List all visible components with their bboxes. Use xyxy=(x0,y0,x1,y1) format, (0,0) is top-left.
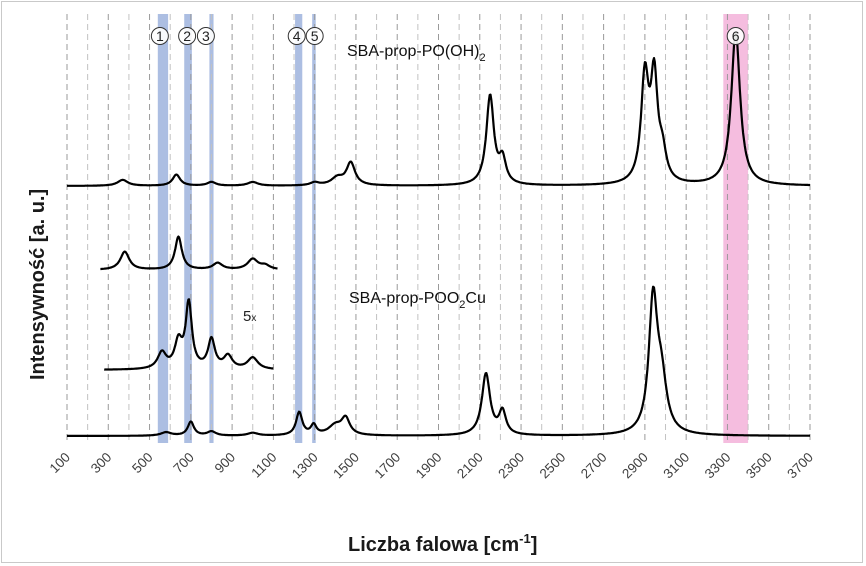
x-tick-label: 300 xyxy=(88,450,115,477)
x-tick-label: 3500 xyxy=(743,450,775,482)
band-marker-3: 3 xyxy=(196,27,215,45)
svg-text:3: 3 xyxy=(202,28,210,44)
y-axis-title: Intensywność [a. u.] xyxy=(27,189,49,380)
svg-text:6: 6 xyxy=(732,28,740,44)
x-tick-label: 1700 xyxy=(371,450,403,482)
svg-text:1: 1 xyxy=(156,28,164,44)
x-tick-label: 1100 xyxy=(248,450,279,481)
x-tick-label: 3700 xyxy=(784,450,816,482)
x-tick-label: 2700 xyxy=(578,450,610,482)
x-tick-label: 100 xyxy=(47,450,74,477)
x-tick-label: 2100 xyxy=(454,450,486,482)
highlight-band-4 xyxy=(295,14,303,443)
spectrum-traces xyxy=(66,31,811,437)
svg-text:5: 5 xyxy=(311,28,319,44)
svg-text:2: 2 xyxy=(183,28,191,44)
x-tick-label: 500 xyxy=(129,450,156,477)
x-tick-label: 1900 xyxy=(413,450,445,482)
band-marker-5: 5 xyxy=(305,27,324,45)
x-tick-label: 2500 xyxy=(537,450,569,482)
inset-line-po-oh2 xyxy=(100,235,278,271)
highlight-bands xyxy=(157,14,749,443)
band-marker-4: 4 xyxy=(287,27,306,45)
highlight-band-2 xyxy=(184,14,192,443)
series-label-poo2cu: SBA-prop-POO2Cu xyxy=(349,290,486,311)
x-tick-label: 1300 xyxy=(289,450,321,482)
x-tick-label: 2300 xyxy=(495,450,527,482)
x-tick-label: 1500 xyxy=(330,450,362,482)
highlight-band-1 xyxy=(157,14,169,443)
series-label-po-oh2: SBA-prop-PO(OH)2 xyxy=(347,43,486,64)
magnification-label: 5x xyxy=(243,308,256,325)
highlight-band-5 xyxy=(312,14,316,443)
series-line-po-oh2 xyxy=(66,31,811,187)
band-marker-2: 2 xyxy=(178,27,197,45)
band-marker-1: 1 xyxy=(150,27,169,45)
svg-text:4: 4 xyxy=(293,28,301,44)
x-tick-label: 2900 xyxy=(619,450,651,482)
x-tick-label: 3100 xyxy=(660,450,692,482)
x-tick-label: 900 xyxy=(212,450,239,477)
x-tick-label: 3300 xyxy=(702,450,734,482)
inset-line-poo2cu xyxy=(103,298,274,371)
vertical-gridlines xyxy=(66,14,811,443)
x-tick-label: 700 xyxy=(170,450,197,477)
series-line-poo2cu xyxy=(66,285,811,437)
x-axis-title: Liczba falowa [cm-1] xyxy=(348,531,537,556)
x-tick-labels: 100 300 500 700 900 1100 1300 1500 1700 1900 2100 2… xyxy=(47,450,817,482)
band-marker-6: 6 xyxy=(726,27,745,45)
